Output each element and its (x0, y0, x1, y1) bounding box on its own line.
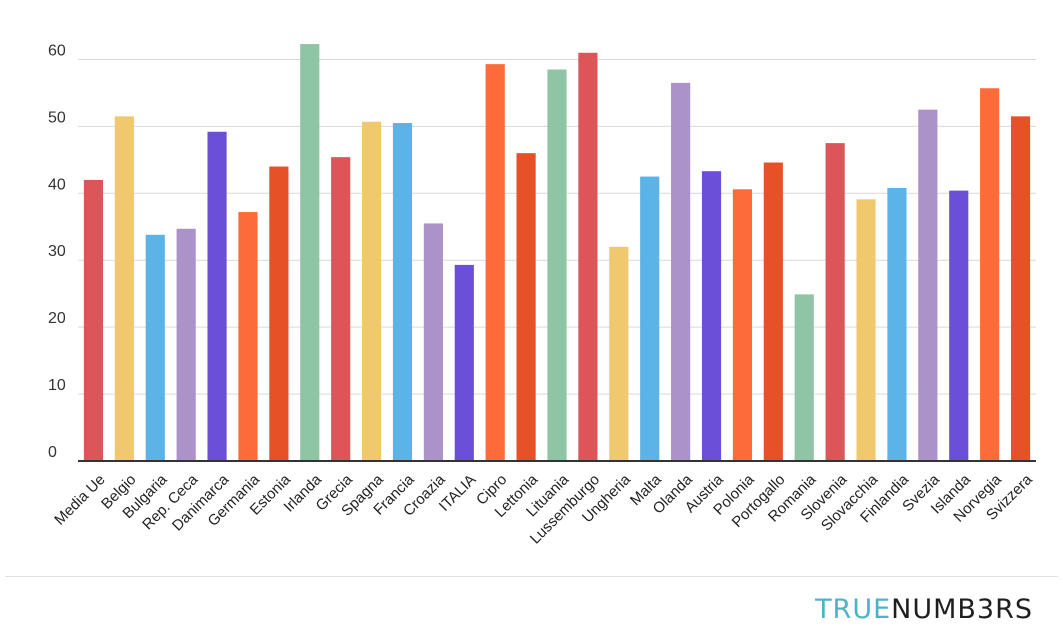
bar (980, 88, 1000, 461)
bar (485, 64, 505, 462)
bar (732, 189, 752, 462)
y-tick-label: 50 (48, 109, 66, 126)
bar (640, 176, 660, 462)
bar (794, 294, 814, 461)
bar (392, 123, 413, 462)
bar (1010, 116, 1031, 461)
bar (454, 264, 474, 461)
bar (207, 131, 227, 461)
brand-logo: TRUENUMB3RS (815, 594, 1033, 625)
bar (825, 143, 845, 461)
bar (918, 109, 938, 462)
bars (83, 44, 1031, 462)
bar (300, 44, 320, 462)
bar (887, 187, 907, 461)
bar (331, 157, 351, 461)
bar (238, 212, 258, 461)
y-axis-labels: 0 10 20 30 40 50 60 (48, 42, 66, 461)
bar (516, 153, 536, 461)
bar (145, 234, 165, 461)
bar (671, 82, 691, 461)
bar (609, 246, 629, 461)
bar (269, 166, 289, 462)
y-tick-label: 30 (48, 243, 66, 260)
bar (114, 116, 134, 461)
bar (547, 69, 567, 461)
bar (83, 179, 104, 461)
y-tick-label: 0 (48, 444, 57, 461)
bar-chart: 0 10 20 30 40 50 60 Media UeBelgioBulgariaRep.… (48, 42, 1036, 548)
y-tick-label: 40 (48, 176, 66, 193)
footer-divider (5, 576, 1058, 577)
y-tick-label: 20 (48, 310, 66, 327)
bar (949, 190, 969, 461)
brand-logo-part-numbers: NUMB3RS (891, 594, 1033, 625)
y-tick-label: 60 (48, 42, 66, 59)
bar (856, 199, 876, 462)
bar (423, 223, 443, 461)
bar (701, 171, 722, 461)
y-tick-label: 10 (48, 377, 66, 394)
bar (578, 52, 598, 462)
brand-logo-part-true: TRUE (815, 594, 892, 625)
bar (176, 228, 196, 461)
bar (362, 121, 382, 461)
bar (763, 162, 783, 461)
